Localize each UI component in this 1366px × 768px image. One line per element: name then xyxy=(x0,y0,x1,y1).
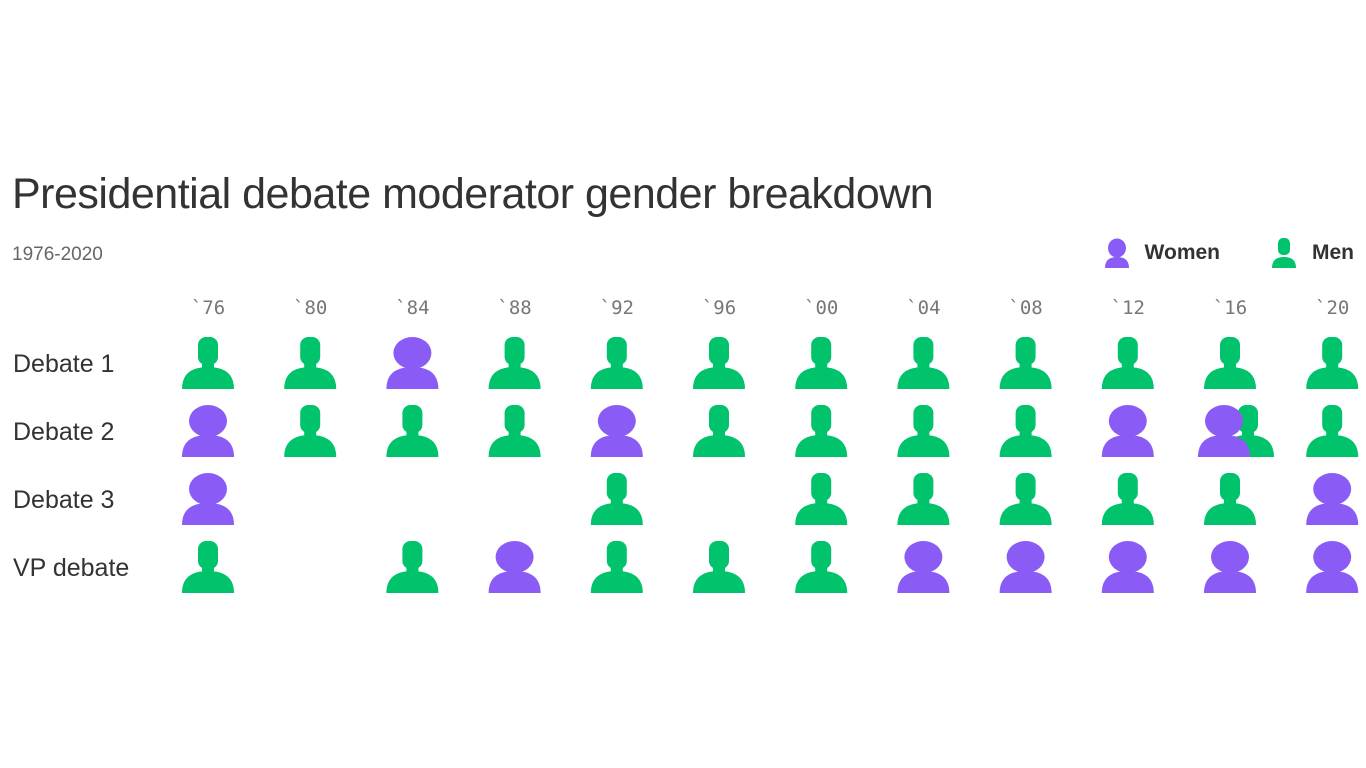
woman-icon xyxy=(1306,541,1359,593)
man-icon xyxy=(1204,337,1256,389)
man-icon xyxy=(693,541,745,593)
man-icon xyxy=(999,337,1052,389)
moderator-grid: `76 `80 `84 `88 `92 `96 `00 `04 `08 `12 `16 `20 Deba… xyxy=(13,297,1359,593)
row-label: Debate 3 xyxy=(13,486,114,514)
row-label: Debate 1 xyxy=(13,350,114,378)
woman-icon xyxy=(999,541,1052,593)
man-icon xyxy=(182,337,234,389)
man-icon xyxy=(795,405,848,457)
man-icon xyxy=(795,541,848,593)
chart-title: Presidential debate moderator gender bre… xyxy=(12,170,934,218)
man-icon xyxy=(488,337,541,389)
man-icon xyxy=(897,473,950,525)
woman-icon xyxy=(1198,405,1250,457)
man-icon xyxy=(999,473,1052,525)
man-icon xyxy=(284,337,337,389)
man-icon xyxy=(897,337,950,389)
year-label: `80 xyxy=(293,297,327,319)
man-icon xyxy=(386,541,439,593)
woman-icon xyxy=(590,405,643,457)
woman-icon xyxy=(897,541,950,593)
legend-item-women: Women xyxy=(1103,238,1220,268)
year-label: `92 xyxy=(600,297,634,319)
man-icon xyxy=(488,405,541,457)
year-label: `88 xyxy=(497,297,531,319)
man-icon xyxy=(1306,337,1359,389)
year-label: `08 xyxy=(1008,297,1042,319)
year-label: `84 xyxy=(395,297,429,319)
year-label: `96 xyxy=(702,297,736,319)
man-icon xyxy=(1204,473,1256,525)
man-icon xyxy=(284,405,337,457)
woman-icon xyxy=(488,541,541,593)
man-icon xyxy=(386,405,439,457)
year-label: `12 xyxy=(1111,297,1145,319)
woman-icon xyxy=(1204,541,1256,593)
man-icon xyxy=(1272,238,1296,268)
man-icon xyxy=(795,473,848,525)
man-icon xyxy=(590,473,643,525)
man-icon xyxy=(693,337,745,389)
woman-icon xyxy=(1101,541,1154,593)
legend-label-men: Men xyxy=(1312,241,1354,264)
year-label: `76 xyxy=(191,297,225,319)
woman-icon xyxy=(182,405,234,457)
man-icon xyxy=(999,405,1052,457)
man-icon xyxy=(1101,473,1154,525)
row-label: Debate 2 xyxy=(13,418,114,446)
legend-item-men: Men xyxy=(1270,238,1354,268)
chart-subtitle: 1976-2020 xyxy=(12,244,103,265)
woman-icon xyxy=(1306,473,1359,525)
man-icon xyxy=(795,337,848,389)
man-icon xyxy=(1306,405,1359,457)
year-label: `00 xyxy=(804,297,838,319)
row-label: VP debate xyxy=(13,554,129,582)
legend-label-women: Women xyxy=(1144,241,1220,264)
year-label: `16 xyxy=(1213,297,1247,319)
legend: Women Men xyxy=(1103,238,1354,268)
man-icon xyxy=(897,405,950,457)
man-icon xyxy=(590,541,643,593)
man-icon xyxy=(590,337,643,389)
year-label: `04 xyxy=(906,297,940,319)
woman-icon xyxy=(1104,238,1129,268)
man-icon xyxy=(693,405,745,457)
man-icon xyxy=(182,541,234,593)
woman-icon xyxy=(182,473,234,525)
year-label: `20 xyxy=(1315,297,1349,319)
woman-icon xyxy=(386,337,439,389)
woman-icon xyxy=(1101,405,1154,457)
man-icon xyxy=(1101,337,1154,389)
